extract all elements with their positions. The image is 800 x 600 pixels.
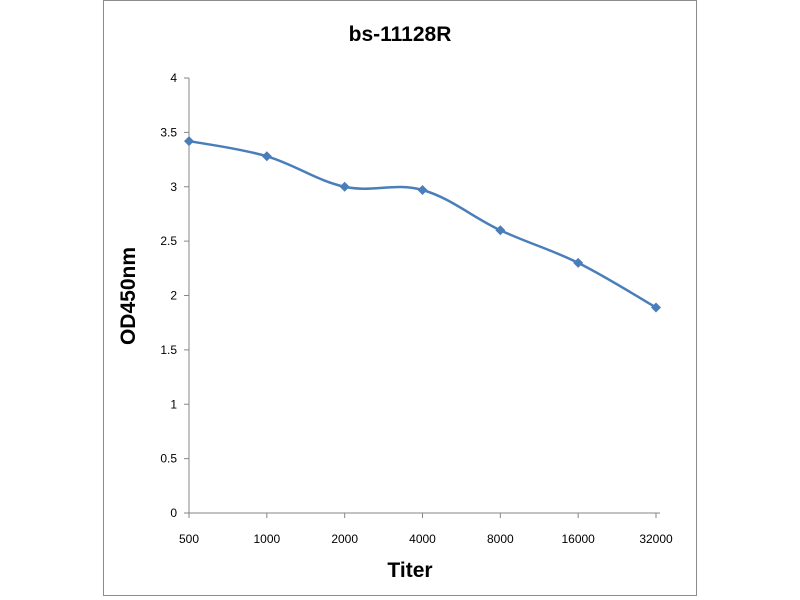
data-point-marker	[184, 136, 194, 147]
x-tick-label: 32000	[639, 532, 673, 546]
y-tick-label: 2	[170, 289, 177, 303]
y-tick-label: 0	[170, 506, 177, 520]
y-tick-label: 2.5	[160, 234, 177, 248]
y-tick-label: 3.5	[160, 125, 177, 139]
x-tick-label: 1000	[253, 532, 280, 546]
x-tick-label: 2000	[331, 532, 358, 546]
chart-frame	[103, 0, 697, 596]
x-tick-label: 8000	[487, 532, 514, 546]
data-point-marker	[495, 225, 506, 236]
data-point-marker	[651, 302, 661, 313]
chart-title: bs-11128R	[349, 23, 452, 46]
data-point-marker	[417, 185, 428, 196]
y-axis-label: OD450nm	[117, 247, 140, 345]
series-line	[188, 139, 657, 309]
y-tick-label: 1	[170, 397, 177, 411]
x-axis-label: Titer	[387, 559, 432, 582]
x-tick-label: 4000	[409, 532, 436, 546]
series-layer	[184, 136, 661, 313]
data-point-marker	[573, 257, 584, 268]
y-tick-label: 4	[170, 71, 177, 85]
data-point-marker	[339, 181, 350, 192]
y-tick-label: 0.5	[160, 452, 177, 466]
y-tick-label: 1.5	[160, 343, 177, 357]
y-tick-labels: 0 0.5 1 1.5 2 2.5 3 3.5 4	[160, 71, 189, 520]
data-point-marker	[261, 151, 272, 162]
x-tick-label: 500	[179, 532, 199, 546]
x-tick-label: 16000	[561, 532, 595, 546]
x-tick-labels: 500 1000 2000 4000 8000 16000 32000	[179, 513, 673, 546]
y-tick-label: 3	[170, 180, 177, 194]
